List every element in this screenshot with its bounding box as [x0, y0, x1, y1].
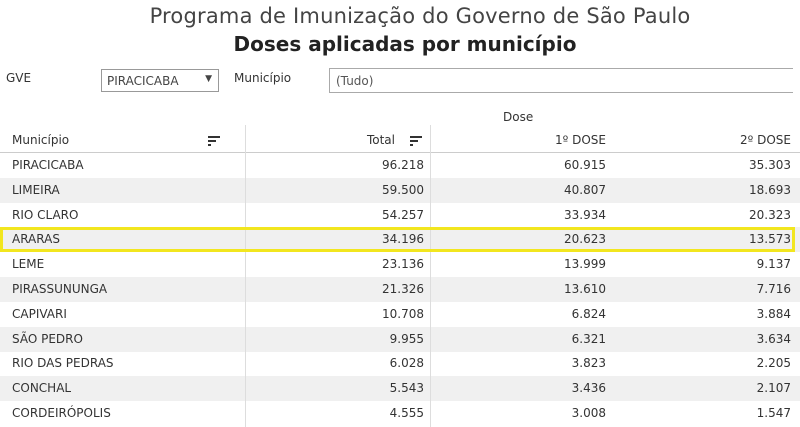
cell-dose1: 3.008: [571, 406, 606, 420]
cell-municipio: LIMEIRA: [12, 182, 60, 197]
cell-total: 54.257: [382, 207, 424, 222]
cell-total: 34.196: [382, 232, 424, 247]
table-row[interactable]: PIRACICABA 96.218 60.915 35.303: [0, 153, 800, 178]
cell-total: 23.136: [382, 257, 424, 272]
page-subtitle: Doses aplicadas por município: [233, 32, 577, 56]
dose-group-header: Dose: [503, 110, 534, 124]
sort-icon[interactable]: [410, 133, 422, 147]
table-row[interactable]: CONCHAL 5.543 3.436 2.107: [0, 376, 800, 402]
gve-value: PIRACICABA: [107, 74, 179, 88]
cell-dose1: 6.824: [571, 306, 606, 321]
sort-icon[interactable]: [208, 133, 220, 147]
cell-total: 96.218: [382, 158, 424, 172]
table-row[interactable]: ARARAS 34.196 20.623 13.573: [0, 227, 800, 253]
cell-dose2: 2.205: [756, 356, 791, 371]
col-dose2[interactable]: 2º DOSE: [740, 133, 791, 147]
cell-municipio: PIRASSUNUNGA: [12, 282, 108, 296]
highlighted-row-outline: [0, 227, 795, 252]
cell-dose1: 3.436: [571, 381, 606, 396]
municipio-label: Município: [234, 71, 292, 85]
cell-municipio: PIRACICABA: [12, 158, 84, 172]
cell-dose1: 20.623: [564, 232, 606, 247]
column-divider: [430, 125, 431, 427]
col-municipio[interactable]: Município: [12, 133, 70, 147]
cell-dose2: 13.573: [749, 232, 791, 247]
table-header: Município Total 1º DOSE 2º DOSE: [0, 125, 800, 153]
table-row[interactable]: CORDEIRÓPOLIS 4.555 3.008 1.547: [0, 401, 800, 426]
dropdown-arrow-icon: ▼: [205, 74, 212, 84]
cell-dose1: 6.321: [571, 331, 606, 346]
cell-dose2: 18.693: [749, 182, 791, 197]
cell-dose2: 9.137: [756, 257, 791, 272]
column-divider: [245, 125, 246, 427]
col-total[interactable]: Total: [366, 133, 395, 147]
cell-municipio: RIO DAS PEDRAS: [12, 356, 114, 371]
cell-dose2: 3.634: [756, 331, 791, 346]
cell-dose2: 35.303: [749, 158, 791, 172]
cell-dose2: 3.884: [756, 306, 791, 321]
cell-total: 59.500: [382, 182, 424, 197]
cell-municipio: CONCHAL: [12, 381, 72, 396]
table-row[interactable]: RIO CLARO 54.257 33.934 20.323: [0, 203, 800, 228]
cell-total: 6.028: [389, 356, 424, 371]
cell-dose2: 2.107: [756, 381, 791, 396]
cell-dose1: 40.807: [564, 182, 606, 197]
cell-dose2: 20.323: [749, 207, 791, 222]
cell-municipio: RIO CLARO: [12, 207, 79, 222]
table-row[interactable]: LIMEIRA 59.500 40.807 18.693: [0, 177, 800, 203]
cell-dose1: 13.610: [564, 282, 606, 296]
table-row[interactable]: SÃO PEDRO 9.955 6.321 3.634: [0, 326, 800, 352]
cell-total: 9.955: [389, 331, 424, 346]
table-row[interactable]: CAPIVARI 10.708 6.824 3.884: [0, 302, 800, 327]
cell-total: 21.326: [382, 282, 424, 296]
cell-municipio: CORDEIRÓPOLIS: [12, 406, 111, 420]
cell-dose2: 7.716: [756, 282, 791, 296]
cell-dose1: 60.915: [564, 158, 606, 172]
cell-dose1: 3.823: [571, 356, 606, 371]
cell-total: 4.555: [389, 406, 424, 420]
cell-dose1: 33.934: [564, 207, 606, 222]
cell-municipio: LEME: [12, 257, 45, 272]
cell-total: 5.543: [389, 381, 424, 396]
gve-label: GVE: [6, 71, 32, 85]
cell-municipio: ARARAS: [12, 232, 60, 247]
gve-dropdown[interactable]: PIRACICABA ▼: [101, 69, 219, 92]
col-dose1[interactable]: 1º DOSE: [555, 133, 606, 147]
page-title: Programa de Imunização do Governo de São…: [149, 4, 691, 28]
municipio-filter-input[interactable]: (Tudo): [329, 68, 793, 93]
cell-municipio: SÃO PEDRO: [12, 331, 83, 346]
cell-municipio: CAPIVARI: [12, 306, 67, 321]
cell-dose2: 1.547: [756, 406, 791, 420]
table-row[interactable]: LEME 23.136 13.999 9.137: [0, 252, 800, 277]
cell-total: 10.708: [382, 306, 424, 321]
table-row[interactable]: PIRASSUNUNGA 21.326 13.610 7.716: [0, 277, 800, 302]
cell-dose1: 13.999: [564, 257, 606, 272]
table-row[interactable]: RIO DAS PEDRAS 6.028 3.823 2.205: [0, 351, 800, 376]
